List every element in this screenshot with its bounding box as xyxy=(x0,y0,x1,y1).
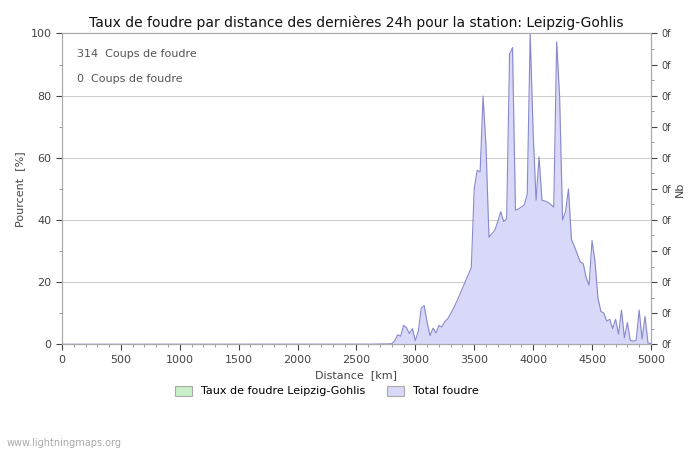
Text: 0  Coups de foudre: 0 Coups de foudre xyxy=(77,74,182,84)
Y-axis label: Nb: Nb xyxy=(675,181,685,197)
X-axis label: Distance  [km]: Distance [km] xyxy=(316,370,398,380)
Y-axis label: Pourcent  [%]: Pourcent [%] xyxy=(15,151,25,227)
Text: 314  Coups de foudre: 314 Coups de foudre xyxy=(77,49,197,59)
Title: Taux de foudre par distance des dernières 24h pour la station: Leipzig-Gohlis: Taux de foudre par distance des dernière… xyxy=(89,15,624,30)
Legend: Taux de foudre Leipzig-Gohlis, Total foudre: Taux de foudre Leipzig-Gohlis, Total fou… xyxy=(171,381,483,401)
Text: www.lightningmaps.org: www.lightningmaps.org xyxy=(7,438,122,448)
